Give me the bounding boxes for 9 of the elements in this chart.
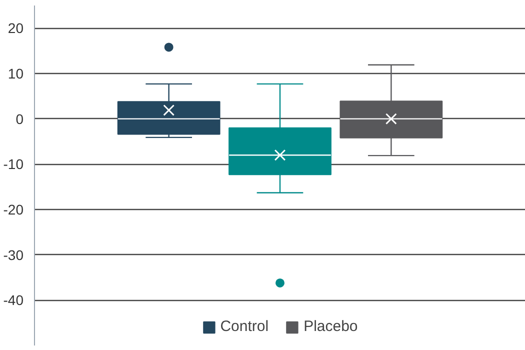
legend-label: Control <box>220 318 269 335</box>
y-tick-label: -40 <box>3 292 24 308</box>
y-tick-label: -20 <box>3 202 24 218</box>
y-tick-label: 10 <box>8 66 24 82</box>
legend-label: Placebo <box>304 318 358 335</box>
y-tick-label: -30 <box>3 246 24 263</box>
y-tick-label: 20 <box>8 20 24 36</box>
y-tick-label: -10 <box>3 156 24 172</box>
y-tick-label: 0 <box>16 110 24 127</box>
